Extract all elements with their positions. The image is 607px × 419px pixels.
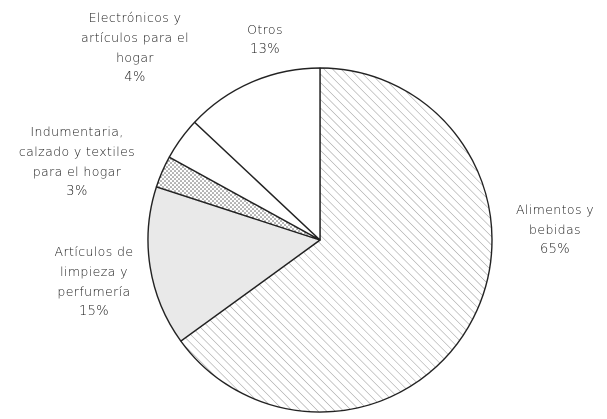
slice-percent: 13%: [249, 42, 281, 57]
slice-label-limpieza: Artículos de limpieza y perfumería 15%: [30, 242, 158, 322]
slice-percent: 65%: [539, 242, 571, 257]
slice-label-line: para el hogar: [32, 164, 122, 179]
pie-slice-4: [193, 67, 321, 241]
slice-label-line: Alimentos y: [515, 202, 595, 217]
slice-label-line: Artículos de: [54, 244, 134, 259]
pie-slice-1: [147, 186, 321, 342]
slice-label-line: bebidas: [529, 222, 581, 237]
slice-label-line: Otros: [247, 22, 283, 37]
slice-label-indumentaria: Indumentaria, calzado y textiles para el…: [2, 122, 152, 202]
slice-label-line: perfumería: [57, 284, 131, 299]
slice-label-otros: Otros 13%: [230, 20, 300, 60]
slice-label-alimentos: Alimentos y bebidas 65%: [496, 200, 607, 260]
slice-label-electronicos: Electrónicos y artículos para el hogar 4…: [60, 8, 210, 88]
slice-label-line: artículos para el: [81, 30, 189, 45]
slice-label-line: Indumentaria,: [30, 124, 124, 139]
slice-percent: 4%: [124, 70, 146, 85]
slice-percent: 3%: [66, 184, 88, 199]
slice-label-line: calzado y textiles: [18, 144, 136, 159]
slice-label-line: limpieza y: [60, 264, 128, 279]
slice-label-line: hogar: [116, 50, 154, 65]
slice-label-line: Electrónicos y: [88, 10, 182, 25]
slice-percent: 15%: [78, 304, 110, 319]
pie-slice-0: [180, 67, 493, 413]
